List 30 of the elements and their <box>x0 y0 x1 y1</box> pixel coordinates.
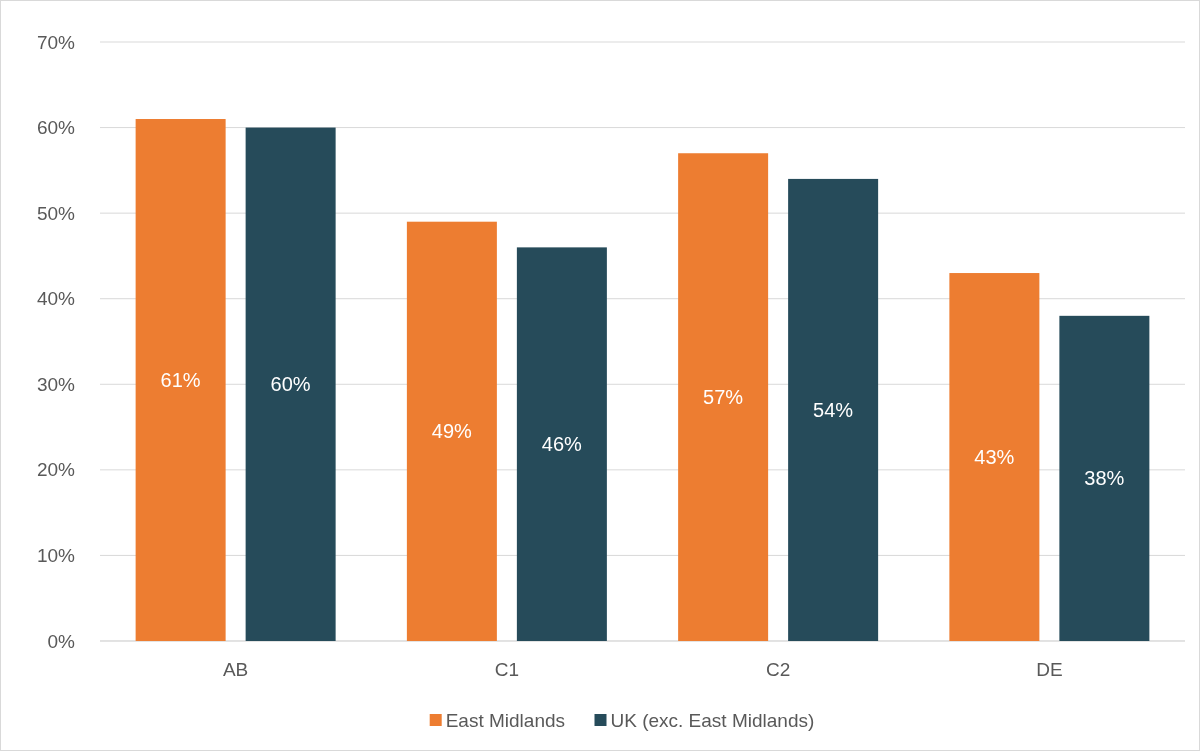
bar <box>135 119 226 641</box>
y-tick-label: 30% <box>36 373 76 395</box>
y-tick-label: 50% <box>36 202 76 224</box>
bar <box>949 273 1040 641</box>
y-tick-label: 10% <box>36 544 76 566</box>
bar <box>516 247 607 641</box>
data-label: 43% <box>974 446 1015 469</box>
bar <box>788 178 879 641</box>
x-tick-label: C2 <box>765 658 791 680</box>
legend-label: UK (exc. East Midlands) <box>610 709 815 731</box>
x-tick-label: C1 <box>494 658 520 680</box>
bar <box>406 221 497 641</box>
data-label: 54% <box>813 398 854 421</box>
x-tick-label: AB <box>222 658 249 680</box>
y-tick-label: 0% <box>47 630 76 652</box>
data-label: 57% <box>703 386 744 409</box>
data-label: 49% <box>431 420 473 443</box>
bar <box>245 127 336 641</box>
y-tick-label: 70% <box>36 31 76 53</box>
y-tick-label: 20% <box>36 459 76 481</box>
bar <box>1059 315 1150 641</box>
data-label: 61% <box>160 369 201 392</box>
data-label: 38% <box>1084 467 1125 490</box>
y-tick-label: 40% <box>36 288 76 310</box>
x-tick-label: DE <box>1036 658 1063 680</box>
data-label: 46% <box>541 433 583 456</box>
data-label: 60% <box>270 373 311 396</box>
y-tick-label: 60% <box>36 117 76 139</box>
bar <box>678 153 769 641</box>
legend-label: East Midlands <box>445 709 566 731</box>
